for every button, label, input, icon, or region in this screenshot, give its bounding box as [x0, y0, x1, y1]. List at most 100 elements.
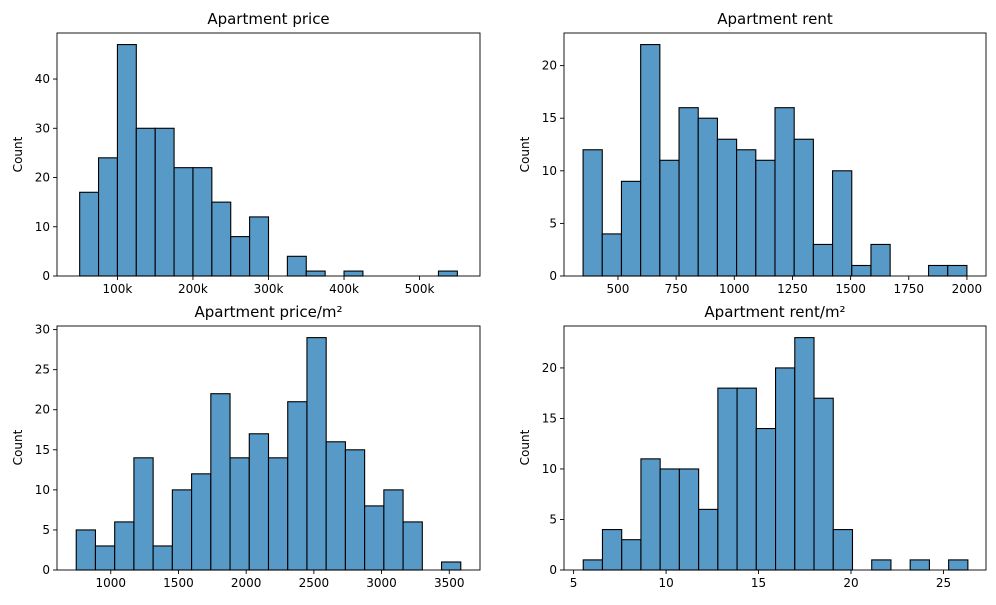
histogram-bar: [267, 457, 289, 571]
histogram-bar: [621, 539, 642, 571]
x-tick-label: 1750: [893, 282, 924, 296]
y-tick-label: 0: [42, 269, 50, 283]
histogram-bar: [173, 167, 194, 277]
histogram-bar: [325, 441, 346, 571]
histogram-bar: [736, 149, 757, 277]
histogram-bar: [364, 505, 385, 571]
y-tick-label: 5: [549, 216, 557, 230]
x-tick-label: 750: [665, 282, 688, 296]
y-tick-label: 15: [542, 411, 557, 425]
y-tick-label: 15: [542, 111, 557, 125]
histogram-bar: [678, 107, 699, 277]
axes-frame: [563, 32, 987, 277]
y-tick-label: 25: [35, 363, 50, 377]
panel-apartment-rent: Apartment rent Count 500 750 1000 1250 1500 1…: [518, 10, 987, 296]
x-tick-label: 1500: [163, 576, 194, 590]
y-tick-label: 10: [35, 220, 50, 234]
x-tick-label: 20: [843, 576, 858, 590]
x-tick-label: 1250: [777, 282, 808, 296]
histogram-bar: [211, 201, 232, 277]
histogram-bar: [75, 529, 97, 571]
histogram-bar: [947, 264, 968, 277]
y-tick-label: 30: [35, 323, 50, 337]
histogram-bar: [287, 401, 308, 571]
x-tick-label: 2000: [231, 576, 262, 590]
histogram-bar: [230, 236, 251, 277]
y-tick-label: 0: [549, 269, 557, 283]
histogram-bar: [133, 457, 154, 571]
histogram-bar: [851, 264, 872, 277]
histogram-bar: [135, 127, 156, 277]
histogram-bar: [659, 468, 680, 571]
y-axis-label: Count: [518, 136, 532, 172]
y-tick-label: 10: [542, 164, 557, 178]
x-tick-label: 500: [607, 282, 630, 296]
histogram-bar: [171, 489, 193, 571]
y-tick-label: 5: [42, 523, 50, 537]
y-tick-label: 15: [35, 443, 50, 457]
x-tick-label: 10: [658, 576, 673, 590]
histogram-bar: [191, 473, 212, 571]
y-tick-label: 30: [35, 121, 50, 135]
x-tick-label: 500k: [405, 282, 435, 296]
histogram-bar: [812, 243, 834, 277]
x-tick-label: 2000: [952, 282, 983, 296]
histogram-bar: [97, 157, 118, 277]
x-tick-label: 1000: [95, 576, 126, 590]
histogram-bar: [927, 264, 949, 277]
histogram-bar: [152, 545, 173, 571]
x-tick-label: 1000: [719, 282, 750, 296]
panel-apartment-price: Apartment price Count 100k 200k 300k 400k 50…: [11, 10, 481, 296]
histogram-bar: [343, 270, 364, 277]
x-tick-label: 1500: [835, 282, 866, 296]
x-tick-label: 400k: [329, 282, 359, 296]
x-tick-label: 100k: [102, 282, 132, 296]
histogram-bar: [306, 337, 327, 571]
histogram-bar: [755, 159, 776, 277]
histogram-bar: [582, 149, 603, 277]
axes-frame: [56, 325, 481, 571]
histogram-bar: [402, 521, 423, 571]
histogram-bar: [210, 393, 231, 571]
histogram-bar: [697, 117, 718, 277]
histogram-bar: [774, 107, 795, 277]
histogram-bar: [794, 337, 815, 571]
y-axis-label: Count: [11, 136, 25, 172]
histogram-bar: [909, 559, 930, 571]
y-tick-label: 40: [35, 72, 50, 86]
y-tick-label: 20: [35, 403, 50, 417]
histogram-bar: [832, 529, 854, 571]
x-tick-label: 25: [936, 576, 951, 590]
histogram-bar: [775, 367, 796, 571]
x-tick-label: 3000: [366, 576, 397, 590]
histogram-bar: [678, 468, 700, 571]
histogram-bar: [640, 458, 661, 571]
axes-frame: [563, 325, 987, 571]
histogram-bar: [582, 559, 604, 571]
histogram-bar: [154, 127, 175, 277]
histogram-bar: [94, 545, 116, 571]
y-tick-label: 20: [542, 361, 557, 375]
histogram-bar: [440, 561, 462, 571]
histogram-bar: [79, 191, 100, 277]
y-tick-label: 10: [542, 462, 557, 476]
histogram-bar: [601, 233, 623, 277]
x-tick-label: 3500: [434, 576, 465, 590]
y-tick-label: 20: [542, 59, 557, 73]
x-tick-label: 2500: [299, 576, 330, 590]
histogram-bar: [286, 255, 307, 277]
histogram-bar: [114, 521, 135, 571]
chart-title: Apartment price: [207, 10, 329, 28]
histogram-bar: [813, 397, 834, 571]
histogram-bar: [716, 138, 738, 277]
panel-apartment-price-per-m2: Apartment price/m² Count 1000 1500 2000 250…: [11, 303, 481, 590]
histogram-bar: [305, 270, 326, 277]
histogram-bar: [249, 216, 270, 277]
histogram-bar: [601, 529, 623, 571]
panel-apartment-rent-per-m2: Apartment rent/m² Count 5 10 15 20 250510152…: [518, 303, 987, 590]
histogram-bar: [383, 489, 404, 571]
chart-title: Apartment rent/m²: [704, 303, 845, 321]
y-tick-label: 10: [35, 483, 50, 497]
y-tick-label: 5: [549, 512, 557, 526]
